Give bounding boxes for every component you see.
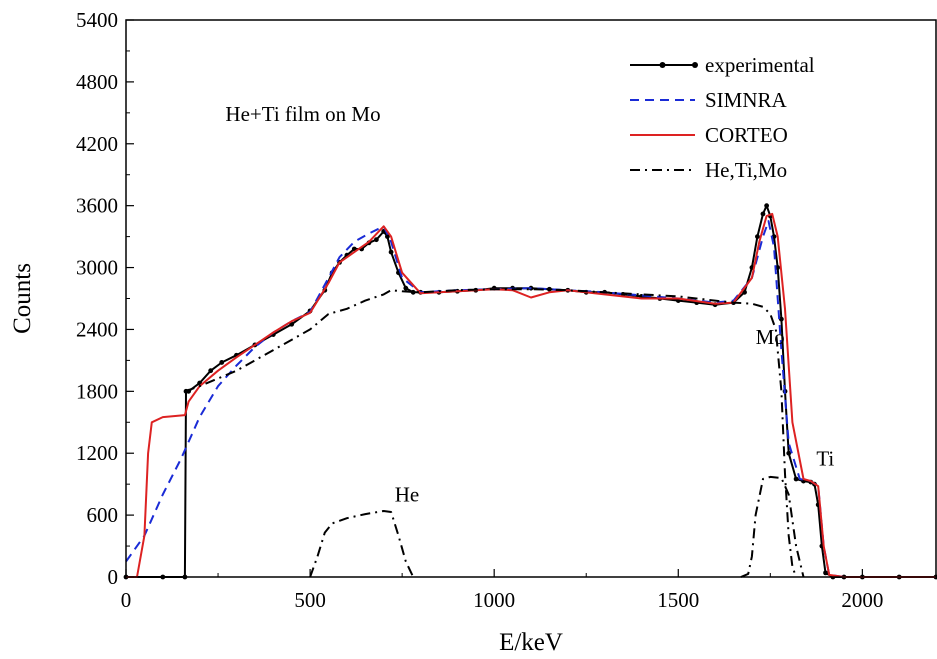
y-tick-label: 5400 bbox=[76, 8, 118, 32]
annotation-film: He+Ti film on Mo bbox=[225, 102, 380, 126]
legend-marker-experimental bbox=[659, 62, 666, 68]
y-tick-label: 3000 bbox=[76, 256, 118, 280]
data-point-experimental bbox=[755, 234, 760, 240]
x-tick-label: 1500 bbox=[657, 588, 699, 612]
y-tick-label: 2400 bbox=[76, 317, 118, 341]
series-layer bbox=[123, 203, 937, 580]
data-point-experimental bbox=[410, 289, 416, 295]
data-point-experimental bbox=[373, 237, 379, 243]
legend-label-corteo: CORTEO bbox=[705, 123, 788, 147]
data-point-experimental bbox=[403, 285, 409, 291]
y-tick-label: 1800 bbox=[76, 379, 118, 403]
legend-label-simnra: SIMNRA bbox=[705, 88, 788, 112]
y-tick-label: 3600 bbox=[76, 194, 118, 218]
x-tick-label: 1000 bbox=[473, 588, 515, 612]
y-tick-label: 4800 bbox=[76, 70, 118, 94]
x-tick-label: 2000 bbox=[841, 588, 883, 612]
y-tick-label: 600 bbox=[87, 503, 119, 527]
data-point-experimental bbox=[760, 211, 766, 217]
legend-label-he-ti-mo: He,Ti,Mo bbox=[705, 158, 787, 182]
data-point-experimental bbox=[388, 249, 394, 255]
data-point-experimental bbox=[823, 570, 828, 576]
data-point-experimental bbox=[778, 316, 784, 322]
legend-marker-experimental bbox=[692, 62, 698, 68]
data-point-experimental bbox=[764, 203, 770, 209]
legend-label-experimental: experimental bbox=[705, 53, 815, 77]
series-line-he-ti-mo-ti bbox=[740, 475, 805, 578]
x-tick-label: 0 bbox=[121, 588, 132, 612]
y-tick-label: 1200 bbox=[76, 441, 118, 465]
data-point-experimental bbox=[208, 368, 214, 374]
series-line-he-ti-mo-mo bbox=[184, 288, 798, 578]
data-point-experimental bbox=[786, 450, 792, 456]
data-point-experimental bbox=[385, 234, 390, 240]
x-tick-label: 500 bbox=[294, 588, 326, 612]
y-tick-label: 0 bbox=[108, 565, 119, 589]
data-point-experimental bbox=[793, 476, 799, 482]
data-point-experimental bbox=[219, 360, 225, 365]
annotation-mo: Mo bbox=[756, 325, 785, 349]
x-axis-title: E/keV bbox=[499, 629, 563, 656]
y-tick-label: 4200 bbox=[76, 132, 118, 156]
series-line-corteo bbox=[126, 212, 936, 578]
annotation-layer: He+Ti film on Mo He Ti Mo bbox=[225, 102, 834, 507]
annotation-ti: Ti bbox=[816, 447, 834, 471]
series-line-he-ti-mo-he bbox=[309, 510, 415, 578]
annotation-he: He bbox=[395, 483, 420, 507]
y-axis-title: Counts bbox=[9, 263, 36, 334]
tick-layer: 0 500 1000 1500 2000 0 600 1200 1800 2400 3000 3600… bbox=[76, 8, 883, 612]
legend: experimental SIMNRA CORTEO He,Ti,Mo bbox=[630, 53, 815, 182]
data-point-experimental bbox=[742, 289, 747, 295]
